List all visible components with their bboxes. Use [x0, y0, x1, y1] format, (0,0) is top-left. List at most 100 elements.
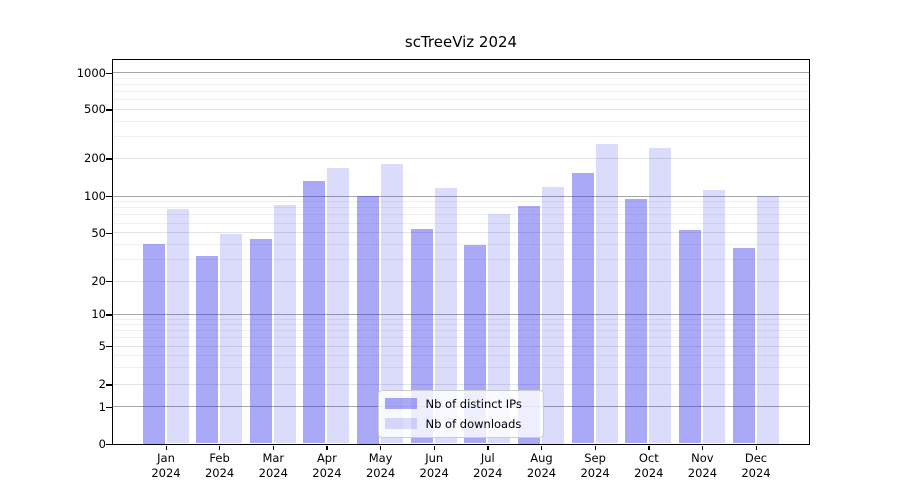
bar-distinct-ips-apr [303, 181, 326, 444]
chart-title: scTreeViz 2024 [404, 33, 518, 51]
y-tick-label-1000: 1000 [76, 65, 106, 80]
bar-distinct-ips-aug [518, 206, 540, 444]
y-tick-label-500: 500 [84, 102, 106, 117]
y-tick-mark-10 [106, 314, 112, 316]
gridline-10 [112, 313, 809, 315]
y-tick-label-5: 5 [98, 339, 106, 353]
gridline-4 [112, 354, 809, 356]
y-tick-label-1: 1 [98, 399, 106, 414]
bar-downloads-aug [542, 186, 564, 444]
y-tick-mark-500 [106, 109, 112, 111]
legend: Nb of distinct IPs Nb of downloads [377, 389, 544, 438]
gridline-900 [112, 77, 809, 79]
x-tick-month: Nov [691, 451, 714, 465]
y-tick-label-50: 50 [91, 225, 106, 240]
bar-distinct-ips-nov [678, 230, 701, 444]
legend-label-downloads: Nb of downloads [425, 416, 522, 431]
x-tick-month: Oct [638, 451, 659, 465]
y-tick-label-200: 200 [84, 151, 106, 166]
y-tick-label-0: 0 [98, 437, 106, 451]
x-tick-mark-sep [594, 445, 596, 450]
x-tick-year: 2024 [526, 466, 557, 480]
bar-downloads-sep [595, 143, 618, 444]
x-tick-mark-may [380, 445, 382, 450]
x-tick-year: 2024 [741, 466, 771, 480]
gridline-300 [112, 136, 809, 138]
x-tick-month: Dec [744, 451, 768, 465]
bar-downloads-mar [273, 204, 296, 444]
x-tick-mark-dec [755, 445, 757, 450]
y-tick-label-2: 2 [98, 377, 106, 392]
bar-distinct-ips-feb [196, 255, 219, 444]
x-tick-month: Mar [262, 451, 285, 465]
y-tick-label-100: 100 [84, 189, 106, 203]
y-tick-mark-5 [106, 346, 112, 348]
y-tick-mark-1000 [106, 72, 112, 74]
plot-area: Nb of distinct IPs Nb of downloads [111, 58, 810, 445]
x-tick-label-may: May 2024 [345, 451, 417, 481]
x-tick-label-oct: Oct 2024 [613, 451, 685, 481]
y-tick-mark-100 [106, 196, 112, 198]
y-tick-mark-20 [106, 281, 112, 283]
x-tick-mark-aug [541, 445, 543, 450]
x-tick-year: 2024 [312, 466, 342, 480]
legend-swatch-downloads-icon [384, 418, 417, 429]
bar-distinct-ips-may [357, 195, 380, 444]
gridline-100 [112, 195, 809, 197]
x-tick-mark-apr [326, 445, 328, 450]
gridline-7 [112, 330, 809, 332]
bar-downloads-dec [756, 195, 779, 444]
x-tick-mark-oct [648, 445, 650, 450]
y-tick-mark-1 [106, 406, 112, 408]
gridline-60 [112, 222, 809, 224]
bar-downloads-oct [649, 148, 672, 444]
gridline-700 [112, 91, 809, 92]
bar-downloads-jan [166, 208, 189, 444]
x-tick-year: 2024 [580, 466, 610, 480]
x-tick-month: Jan [157, 451, 175, 465]
gridline-20 [112, 280, 809, 282]
y-tick-label-20: 20 [91, 274, 106, 288]
gridline-80 [112, 207, 809, 209]
y-tick-mark-2 [106, 384, 112, 386]
gridline-200 [112, 157, 809, 159]
x-tick-label-mar: Mar 2024 [237, 451, 309, 481]
x-tick-month: May [368, 451, 393, 465]
y-tick-mark-50 [106, 232, 112, 234]
y-tick-label-10: 10 [91, 307, 106, 322]
x-tick-mark-feb [219, 445, 221, 450]
gridline-9 [112, 318, 809, 320]
bar-downloads-feb [220, 234, 243, 444]
bar-distinct-ips-dec [732, 248, 755, 444]
legend-item-downloads: Nb of downloads [384, 416, 537, 431]
y-tick-mark-200 [106, 158, 112, 160]
bar-downloads-apr [327, 168, 350, 444]
gridline-30 [112, 259, 809, 261]
x-tick-year: 2024 [365, 466, 396, 480]
x-tick-month: Jun [425, 451, 444, 465]
gridline-40 [112, 244, 809, 245]
gridline-8 [112, 324, 809, 325]
gridline-5 [112, 345, 809, 347]
bar-distinct-ips-sep [571, 173, 594, 444]
gridline-800 [112, 84, 809, 85]
x-tick-mark-jul [487, 445, 489, 450]
x-tick-year: 2024 [204, 466, 235, 480]
gridline-2 [112, 383, 809, 385]
gridline-90 [112, 201, 809, 203]
legend-swatch-distinct-ips-icon [384, 398, 417, 409]
bar-downloads-may [381, 164, 404, 444]
x-tick-mark-jun [433, 445, 435, 450]
x-tick-label-jul: Jul 2024 [452, 451, 524, 481]
bar-downloads-nov [702, 190, 725, 444]
x-tick-mark-jan [165, 445, 167, 450]
x-tick-year: 2024 [634, 466, 664, 480]
x-tick-mark-mar [272, 445, 275, 450]
x-tick-year: 2024 [419, 466, 449, 480]
gridline-70 [112, 214, 809, 216]
x-tick-label-jan: Jan 2024 [130, 451, 202, 481]
x-tick-month: Feb [209, 451, 230, 465]
gridline-600 [112, 99, 809, 101]
x-tick-label-dec: Dec 2024 [720, 451, 792, 481]
